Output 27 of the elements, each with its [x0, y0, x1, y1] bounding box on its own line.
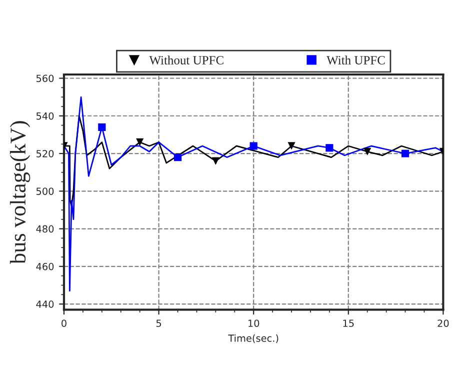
point [326, 144, 334, 152]
x-tick-label: 5 [156, 320, 162, 327]
y-axis-title: bus voltage(kV) [10, 121, 30, 264]
point [212, 157, 220, 165]
y-tick-label: 520 [36, 150, 54, 158]
point [250, 142, 258, 150]
point [401, 150, 410, 158]
x-tick-label: 15 [343, 320, 354, 327]
legend-label: Without UPFC [149, 56, 224, 65]
y-tick-label: 500 [36, 188, 54, 195]
point [136, 138, 144, 146]
x-tick-label: 0 [62, 320, 66, 327]
line-series [64, 96, 444, 292]
x-tick-label: 20 [438, 320, 449, 327]
x-axis-title: Time(sec.) [228, 334, 278, 344]
y-tick-label: 480 [36, 225, 54, 233]
line-series [64, 115, 444, 207]
y-tick-label: 560 [36, 74, 54, 82]
point [288, 142, 296, 150]
point [174, 153, 182, 162]
y-tick-label: 460 [36, 262, 54, 270]
y-tick-label: 440 [36, 300, 54, 308]
x-tick-label: 10 [248, 320, 260, 327]
y-tick-label: 540 [36, 112, 54, 120]
point [364, 148, 372, 156]
legend-label: With UPFC [326, 56, 385, 65]
point [98, 123, 106, 131]
